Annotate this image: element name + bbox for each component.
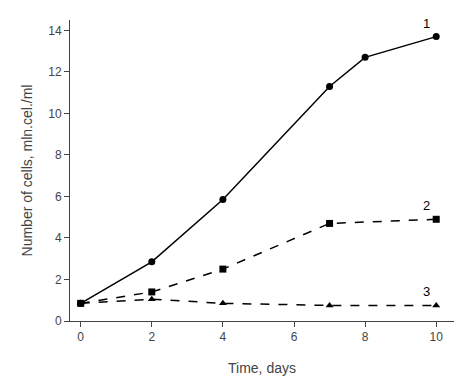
svg-text:10: 10 — [430, 330, 444, 344]
svg-text:1: 1 — [423, 16, 430, 31]
svg-text:0: 0 — [55, 314, 62, 328]
svg-text:10: 10 — [48, 107, 62, 121]
svg-text:4: 4 — [220, 330, 227, 344]
svg-text:Time, days: Time, days — [228, 360, 296, 376]
svg-text:0: 0 — [77, 330, 84, 344]
svg-text:6: 6 — [291, 330, 298, 344]
svg-text:2: 2 — [148, 330, 155, 344]
svg-text:14: 14 — [48, 24, 62, 38]
svg-text:6: 6 — [55, 190, 62, 204]
svg-text:12: 12 — [48, 65, 62, 79]
svg-text:4: 4 — [55, 231, 62, 245]
svg-text:8: 8 — [362, 330, 369, 344]
svg-text:2: 2 — [55, 273, 62, 287]
svg-text:3: 3 — [423, 284, 430, 299]
svg-text:Number of cells, mln.cel./ml: Number of cells, mln.cel./ml — [19, 85, 35, 257]
svg-text:8: 8 — [55, 148, 62, 162]
svg-text:2: 2 — [423, 198, 430, 213]
